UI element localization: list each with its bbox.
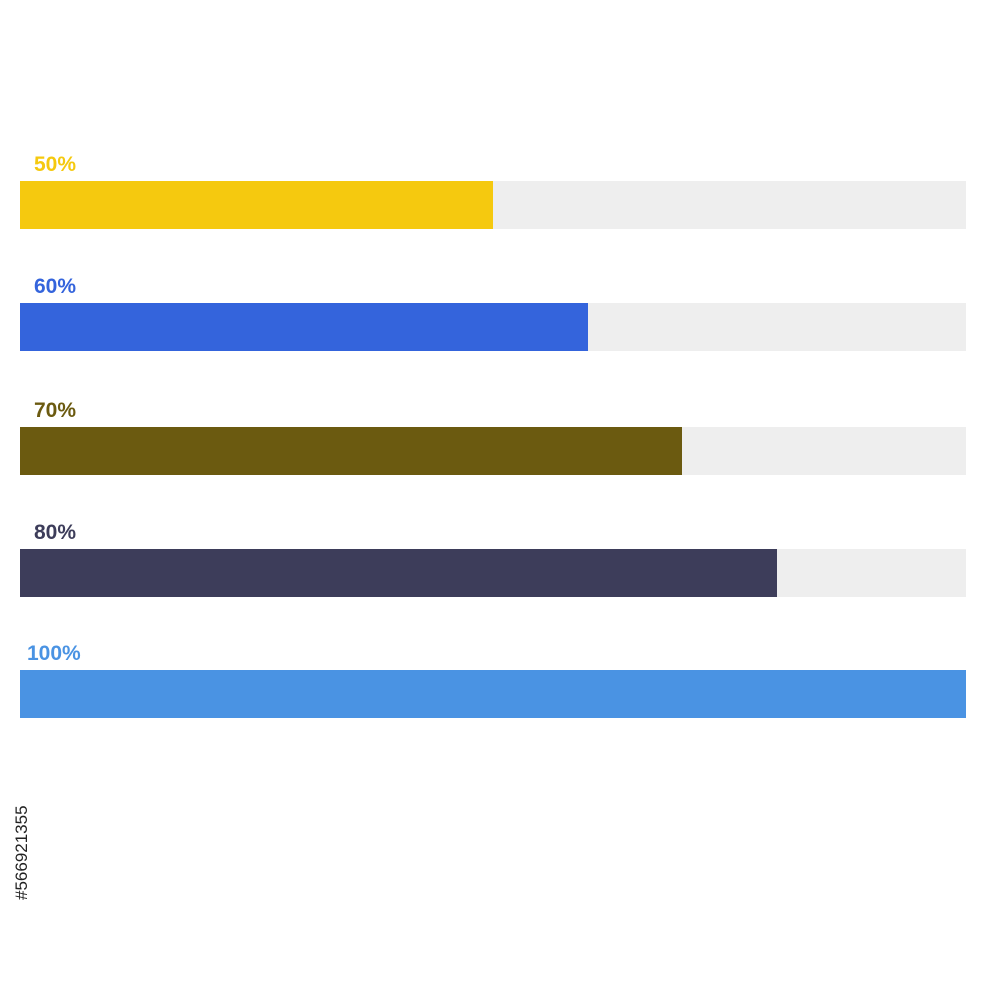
bar-fill — [20, 303, 588, 351]
bar-track — [20, 549, 966, 597]
bar-track — [20, 303, 966, 351]
bar-fill — [20, 670, 966, 718]
bar-track — [20, 427, 966, 475]
bar-value-label: 50% — [34, 153, 77, 176]
bar-fill — [20, 427, 682, 475]
bar-track — [20, 670, 966, 718]
stock-id-watermark: #566921355 — [12, 805, 31, 900]
bar-value-label: 100% — [27, 642, 81, 665]
bar-value-label: 60% — [34, 275, 77, 298]
bar-fill — [20, 181, 493, 229]
bar-track — [20, 181, 966, 229]
bar-fill — [20, 549, 777, 597]
bar-value-label: 80% — [34, 521, 77, 544]
bar-value-label: 70% — [34, 399, 77, 422]
